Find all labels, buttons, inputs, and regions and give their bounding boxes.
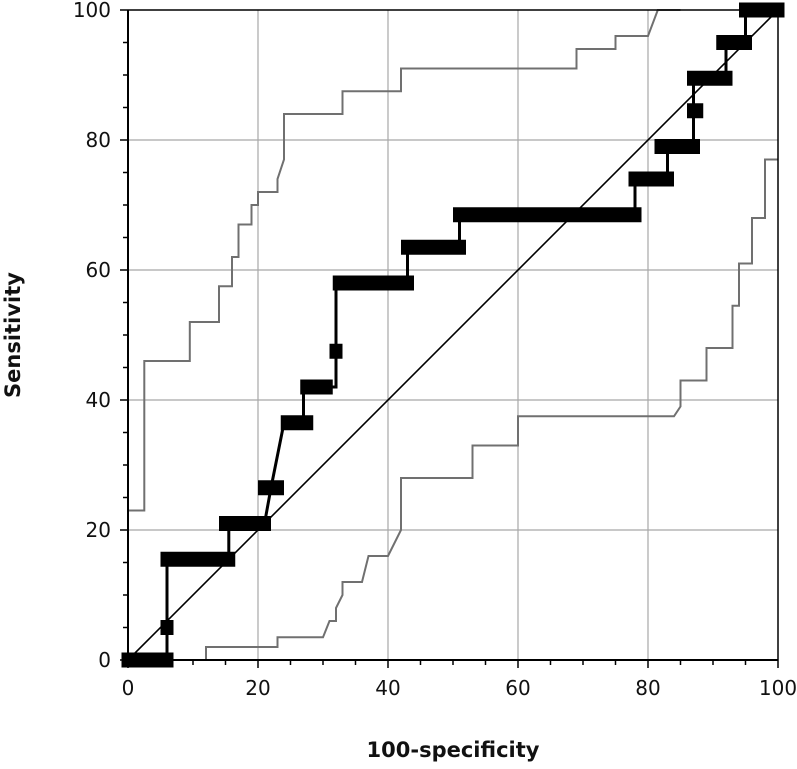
y-tick-label-60: 60 (86, 258, 111, 282)
y-tick-label-20: 20 (86, 518, 111, 542)
roc-marker-6 (300, 379, 333, 395)
upper-confidence-bound-line (128, 9, 681, 512)
roc-marker-15 (716, 35, 752, 50)
roc-markers (121, 2, 785, 668)
x-tick-label-20: 20 (245, 676, 270, 700)
roc-marker-12 (654, 139, 700, 154)
tick-labels: 0 20 40 60 80 100 0 20 40 60 80 100 (73, 0, 797, 700)
x-tick-label-100: 100 (759, 676, 797, 700)
y-axis-title: Sensitivity (1, 272, 25, 398)
roc-marker-3 (219, 516, 271, 531)
y-tick-label-0: 0 (98, 648, 111, 672)
grid-lines (128, 10, 778, 660)
y-tick-label-100: 100 (73, 0, 111, 22)
diagonal-line (127, 9, 779, 661)
x-axis-title: 100-specificity (367, 738, 540, 762)
x-tick-label-80: 80 (635, 676, 660, 700)
axes (120, 9, 779, 668)
roc-marker-14 (687, 70, 733, 86)
roc-marker-7 (329, 343, 343, 359)
y-tick-label-80: 80 (86, 128, 111, 152)
x-tick-label-60: 60 (505, 676, 530, 700)
roc-marker-2 (160, 551, 236, 567)
roc-marker-9 (401, 239, 466, 255)
roc-marker-4 (258, 480, 284, 496)
roc-marker-8 (332, 275, 414, 291)
x-tick-label-40: 40 (375, 676, 400, 700)
roc-marker-1 (160, 620, 174, 635)
y-tick-label-40: 40 (86, 388, 111, 412)
reference-diagonal (127, 9, 779, 661)
roc-marker-5 (280, 415, 314, 431)
x-tick-label-0: 0 (122, 676, 135, 700)
roc-marker-10 (453, 207, 642, 223)
roc-marker-13 (687, 103, 704, 119)
lower-confidence-bound-line (205, 158, 778, 660)
roc-marker-11 (628, 171, 674, 187)
